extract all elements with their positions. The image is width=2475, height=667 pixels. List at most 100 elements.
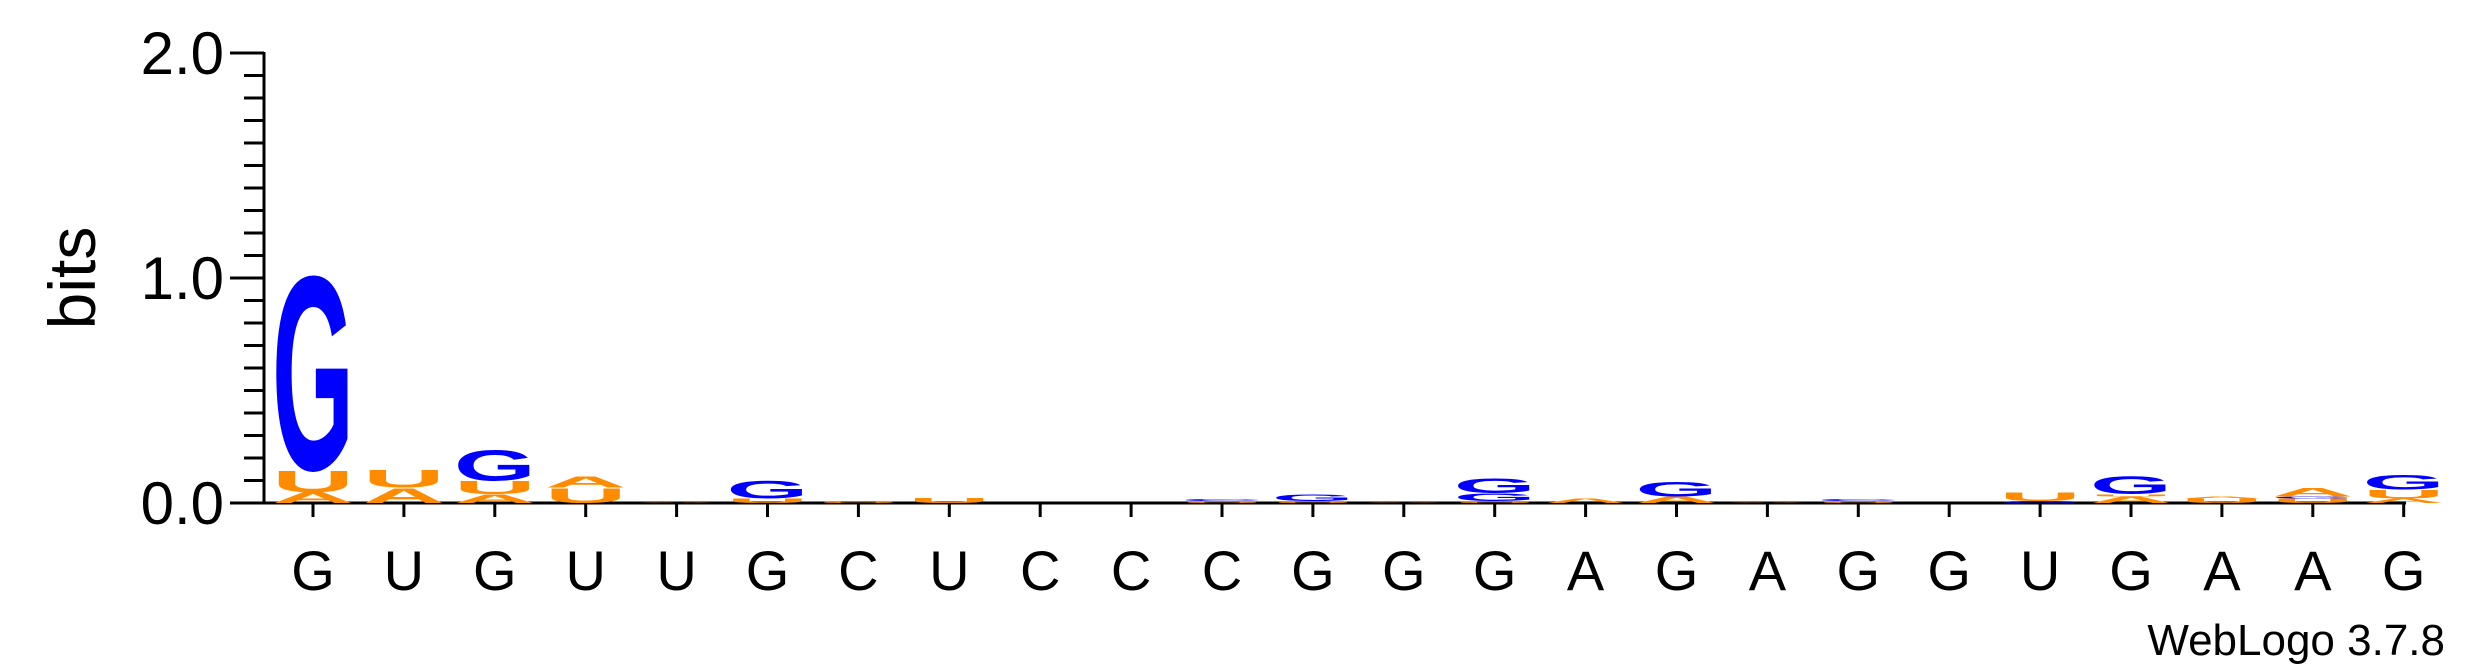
svg-text:U: U	[2181, 497, 2263, 504]
stack-letter-u: U	[2363, 488, 2445, 502]
x-tick-label: G	[1927, 539, 1971, 602]
svg-text:U: U	[817, 500, 899, 503]
svg-text:C: C	[1817, 499, 1899, 502]
svg-text:G: G	[2272, 496, 2354, 499]
y-tick-label: 2.0	[141, 20, 224, 87]
svg-text:U: U	[1454, 500, 1536, 503]
stack-letter-u: U	[1181, 500, 1263, 503]
svg-text:G: G	[727, 477, 809, 504]
svg-text:U: U	[1272, 501, 1354, 504]
stack-letter-u: U	[2090, 493, 2172, 496]
stack-letter-g: G	[1272, 493, 1354, 503]
stack-letter-u: U	[363, 465, 445, 492]
x-tick-label: C	[1020, 539, 1060, 602]
svg-text:U: U	[454, 477, 536, 498]
x-tick-label: U	[656, 539, 696, 602]
stack-letter-u: U	[1817, 500, 1899, 503]
svg-text:A: A	[272, 489, 354, 506]
x-tick-label: U	[929, 539, 969, 602]
stack-letter-g: G	[2272, 496, 2354, 499]
svg-text:A: A	[545, 474, 627, 491]
x-tick-label: G	[746, 539, 790, 602]
svg-text:U: U	[1817, 500, 1899, 503]
x-tick-label: G	[1837, 539, 1881, 602]
svg-text:G: G	[1454, 491, 1536, 503]
svg-text:U: U	[2090, 493, 2172, 496]
y-ticks: 0.0 1.0 2.0	[141, 20, 264, 537]
y-tick-label: 1.0	[141, 245, 224, 312]
stack-letter-u: U	[1999, 490, 2081, 504]
x-tick-label: G	[291, 539, 335, 602]
stack-letter-u: U	[1454, 500, 1536, 503]
stack-letter-a: A	[1726, 502, 1808, 503]
x-tick-label: U	[565, 539, 605, 602]
svg-text:G: G	[2363, 470, 2445, 494]
stack-letter-g: G	[1636, 477, 1718, 501]
x-tick-label: A	[2294, 539, 2332, 602]
svg-text:G: G	[272, 219, 354, 528]
stack-letter-g: G	[727, 477, 809, 504]
svg-text:A: A	[2272, 485, 2354, 499]
svg-text:A: A	[2090, 495, 2172, 505]
stack-letter-a: A	[2090, 495, 2172, 505]
svg-text:G: G	[1272, 493, 1354, 503]
svg-text:U: U	[2363, 488, 2445, 502]
stack-letter-u: U	[2181, 497, 2263, 504]
x-tick-label: A	[1749, 539, 1787, 602]
weblogo-version: WebLogo 3.7.8	[2147, 616, 2445, 665]
svg-text:G: G	[1454, 474, 1536, 498]
stack-letter-a: A	[454, 492, 536, 506]
stack-letter-u: U	[454, 477, 536, 498]
svg-text:A: A	[1636, 495, 1718, 505]
stack-letter-a: A	[2181, 496, 2263, 499]
svg-text:A: A	[2363, 497, 2445, 504]
x-tick-label: C	[1111, 539, 1151, 602]
x-tick-label: G	[473, 539, 517, 602]
svg-text:U: U	[1181, 500, 1263, 503]
x-tick-label: G	[1291, 539, 1335, 602]
stack-letter-a: A	[545, 474, 627, 491]
stack-letter-a: A	[1545, 497, 1627, 504]
stack-letter-c: C	[1817, 499, 1899, 502]
x-tick-label: A	[1567, 539, 1605, 602]
svg-text:A: A	[1545, 497, 1627, 504]
stack-letter-g: G	[272, 219, 354, 528]
stack-letter-a: A	[2272, 485, 2354, 499]
svg-text:A: A	[454, 492, 536, 506]
svg-text:A: A	[636, 502, 718, 503]
stack-letter-u: U	[908, 496, 990, 505]
x-tick-label: G	[1655, 539, 1699, 602]
svg-text:U: U	[727, 497, 809, 504]
stack-letter-g: G	[2363, 470, 2445, 494]
x-tick-label: G	[2382, 539, 2426, 602]
svg-text:U: U	[1999, 490, 2081, 504]
stack-letter-u: U	[817, 500, 899, 503]
stack-letter-g: G	[1454, 491, 1536, 503]
svg-text:G: G	[454, 442, 536, 490]
stack-letter-g: G	[1454, 474, 1536, 498]
x-tick-label: A	[2203, 539, 2241, 602]
stack-letter-u: U	[272, 464, 354, 498]
svg-text:U: U	[272, 464, 354, 498]
svg-text:U: U	[2272, 497, 2354, 504]
x-tick-label: U	[384, 539, 424, 602]
svg-text:G: G	[2090, 472, 2172, 499]
stack-letter-a: A	[636, 502, 718, 503]
y-tick-label: 0.0	[141, 470, 224, 537]
x-tick-label: G	[2109, 539, 2153, 602]
stack-letter-u: U	[727, 497, 809, 504]
x-tick-label: C	[838, 539, 878, 602]
svg-text:U: U	[363, 465, 445, 492]
svg-text:A: A	[1363, 502, 1445, 503]
x-tick-label: U	[2020, 539, 2060, 602]
y-axis-label: bits	[35, 227, 109, 330]
x-tick-label: G	[1473, 539, 1517, 602]
stack-letter-u: U	[1272, 501, 1354, 504]
stack-letter-c: C	[1181, 499, 1263, 502]
stack-letter-g: G	[1999, 500, 2081, 503]
svg-text:C: C	[1181, 499, 1263, 502]
x-tick-label: G	[1382, 539, 1426, 602]
stack-letter-a: A	[1636, 495, 1718, 505]
